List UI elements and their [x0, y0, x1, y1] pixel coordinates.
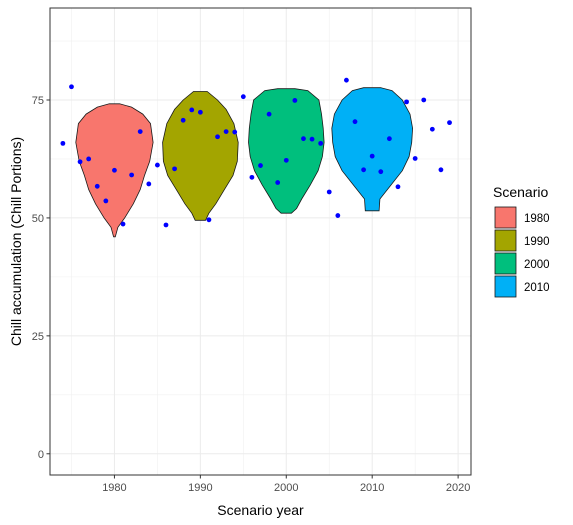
data-point [103, 198, 109, 204]
y-tick-label: 0 [38, 449, 44, 461]
legend-key-1990 [494, 229, 517, 252]
data-point [215, 134, 220, 140]
data-point [249, 174, 255, 180]
data-point [94, 183, 100, 189]
data-point [438, 167, 444, 173]
x-tick-label: 2000 [274, 482, 298, 494]
data-point [386, 136, 392, 142]
y-axis-title: Chill accumulation (Chill Portions) [8, 137, 24, 346]
violin-2000 [248, 88, 325, 214]
legend-label-2000: 2000 [524, 259, 550, 271]
legend-title: Scenario [493, 184, 548, 200]
data-point [421, 97, 427, 103]
data-point [258, 163, 263, 168]
legend: Scenario 1980 1990 2000 2010 [493, 184, 550, 298]
data-point [447, 120, 452, 126]
y-tick-label: 75 [32, 95, 44, 107]
data-point [240, 94, 246, 100]
legend-label-2010: 2010 [524, 282, 550, 294]
data-points [60, 77, 452, 228]
violin-1990 [162, 91, 239, 221]
data-point [60, 140, 66, 146]
data-point [112, 167, 117, 173]
data-point [120, 221, 126, 227]
plot-panel [50, 8, 471, 475]
axes: 1980 1990 2000 2010 2020 0 25 50 75 [32, 95, 471, 494]
data-point [395, 184, 401, 190]
data-point [197, 109, 203, 115]
data-point [69, 84, 74, 90]
data-point [146, 181, 152, 187]
data-point [172, 166, 177, 172]
y-tick-label: 50 [32, 213, 44, 225]
x-tick-label: 2010 [360, 482, 384, 494]
data-point [223, 129, 229, 134]
legend-key-2010 [494, 275, 517, 298]
data-point [361, 167, 367, 173]
x-tick-label: 1990 [188, 482, 212, 494]
data-point [344, 77, 349, 83]
data-point [154, 162, 160, 168]
data-point [352, 119, 358, 125]
data-point [301, 136, 306, 142]
y-tick-label: 25 [32, 331, 44, 343]
x-tick-label: 1980 [102, 482, 126, 494]
data-point [335, 213, 341, 218]
data-point [129, 172, 135, 178]
data-point [283, 157, 289, 163]
data-point [266, 111, 272, 117]
data-point [309, 136, 315, 142]
plot-border [49, 7, 472, 476]
data-point [326, 189, 332, 195]
x-tick-label: 2020 [446, 482, 470, 494]
data-point [412, 156, 418, 161]
data-point [189, 107, 195, 113]
data-point [275, 180, 281, 185]
data-point [369, 153, 375, 159]
data-point [206, 217, 212, 223]
data-point [429, 126, 435, 132]
data-point [77, 159, 83, 165]
data-point [318, 140, 324, 146]
violin-2010 [331, 87, 414, 212]
legend-label-1990: 1990 [524, 236, 550, 248]
data-point [86, 156, 92, 162]
x-axis-title: Scenario year [217, 502, 304, 518]
legend-key-1980 [494, 206, 517, 229]
legend-label-1980: 1980 [524, 213, 550, 225]
data-point [404, 99, 409, 105]
data-point [378, 169, 384, 175]
data-point [163, 222, 169, 228]
data-point [180, 117, 186, 123]
data-point [232, 129, 238, 135]
legend-key-2000 [494, 252, 517, 275]
data-point [137, 129, 143, 134]
data-point [292, 98, 298, 103]
